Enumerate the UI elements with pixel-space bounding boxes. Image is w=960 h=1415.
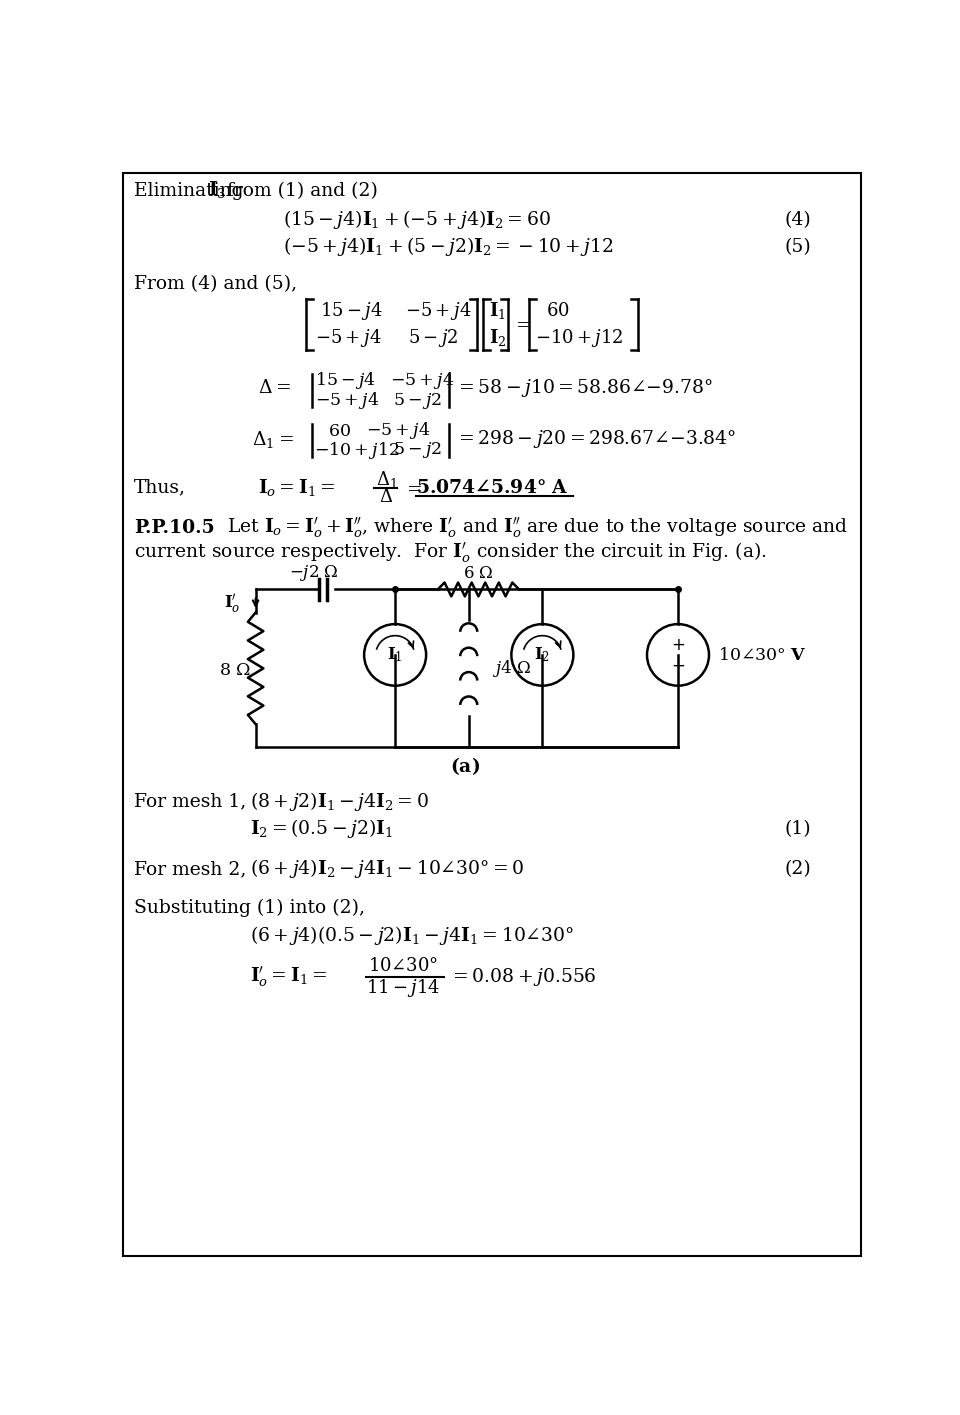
Text: Let $\mathbf{I}_o=\mathbf{I}_o'+\mathbf{I}_o''$, where $\mathbf{I}_o'$ and $\mat: Let $\mathbf{I}_o=\mathbf{I}_o'+\mathbf{… — [227, 515, 849, 541]
Text: Thus,: Thus, — [134, 478, 186, 497]
Text: $11-j14$: $11-j14$ — [366, 978, 440, 999]
Text: $5-j2$: $5-j2$ — [393, 440, 442, 460]
Text: $(8+j2)\mathbf{I}_1-j4\mathbf{I}_2=0$: $(8+j2)\mathbf{I}_1-j4\mathbf{I}_2=0$ — [251, 790, 429, 812]
Text: $(15-j4)\mathbf{I}_1+(-5+j4)\mathbf{I}_2=60$: $(15-j4)\mathbf{I}_1+(-5+j4)\mathbf{I}_2… — [283, 208, 550, 231]
Text: $\mathbf{I}_1$: $\mathbf{I}_1$ — [489, 300, 506, 321]
Text: $+$: $+$ — [671, 637, 685, 654]
Text: $60$: $60$ — [327, 422, 350, 440]
Text: (1): (1) — [785, 819, 811, 838]
Text: $10\angle30°$: $10\angle30°$ — [368, 957, 438, 975]
Text: $\Delta =$: $\Delta =$ — [258, 378, 291, 398]
Text: P.P.10.5: P.P.10.5 — [134, 519, 215, 536]
Text: $\mathbf{I}_2=(0.5-j2)\mathbf{I}_1$: $\mathbf{I}_2=(0.5-j2)\mathbf{I}_1$ — [251, 818, 394, 841]
Text: $\mathbf{I}_2$: $\mathbf{I}_2$ — [535, 645, 550, 664]
Text: Eliminating: Eliminating — [134, 183, 250, 201]
Text: $=$: $=$ — [512, 314, 532, 334]
Text: $\Delta_1$: $\Delta_1$ — [375, 468, 397, 490]
Text: $15-j4$: $15-j4$ — [315, 371, 376, 392]
Text: $60$: $60$ — [546, 301, 569, 320]
Text: $-$: $-$ — [671, 657, 685, 674]
Text: $10\angle30°\mathbf{\ V}$: $10\angle30°\mathbf{\ V}$ — [718, 645, 807, 664]
Text: From (4) and (5),: From (4) and (5), — [134, 275, 297, 293]
Text: $8\ \Omega$: $8\ \Omega$ — [219, 661, 251, 679]
Text: $\mathbf{I}_o'=\mathbf{I}_1=$: $\mathbf{I}_o'=\mathbf{I}_1=$ — [251, 965, 327, 989]
Text: (2): (2) — [785, 860, 812, 877]
Text: $=0.08+j0.556$: $=0.08+j0.556$ — [449, 966, 597, 988]
Text: $=$: $=$ — [403, 478, 422, 497]
Text: $-j2\ \Omega$: $-j2\ \Omega$ — [289, 563, 339, 583]
Text: $\mathbf{I}_2$: $\mathbf{I}_2$ — [489, 327, 506, 348]
Text: $\mathbf{I}_1$: $\mathbf{I}_1$ — [387, 645, 403, 664]
Text: For mesh 2,: For mesh 2, — [134, 860, 247, 877]
Text: $\mathbf{I}_o'$: $\mathbf{I}_o'$ — [224, 591, 241, 614]
Text: $-5+j4$: $-5+j4$ — [315, 327, 382, 348]
Text: $\mathbf{(a)}$: $\mathbf{(a)}$ — [450, 756, 480, 777]
Text: $5-j2$: $5-j2$ — [408, 327, 459, 348]
Text: $=298-j20=298.67\angle{-3.84°}$: $=298-j20=298.67\angle{-3.84°}$ — [455, 429, 735, 450]
Text: $-10+j12$: $-10+j12$ — [535, 327, 623, 348]
Text: (4): (4) — [785, 211, 812, 229]
Text: $\mathbf{I}_3$: $\mathbf{I}_3$ — [207, 178, 226, 200]
Text: $15-j4$: $15-j4$ — [320, 300, 383, 321]
Text: $\Delta_1 =$: $\Delta_1 =$ — [252, 429, 294, 450]
Text: For mesh 1,: For mesh 1, — [134, 792, 246, 811]
Text: $-5+j4$: $-5+j4$ — [367, 420, 431, 441]
Text: $(6+j4)(0.5-j2)\mathbf{I}_1-j4\mathbf{I}_1=10\angle30°$: $(6+j4)(0.5-j2)\mathbf{I}_1-j4\mathbf{I}… — [251, 924, 574, 948]
Text: from (1) and (2): from (1) and (2) — [221, 183, 377, 201]
Text: Substituting (1) into (2),: Substituting (1) into (2), — [134, 899, 365, 917]
Text: $\mathbf{I}_o=\mathbf{I}_1=$: $\mathbf{I}_o=\mathbf{I}_1=$ — [258, 477, 335, 498]
Text: $-5+j4$: $-5+j4$ — [405, 300, 471, 321]
Text: current source respectively.  For $\mathbf{I}_o'$ consider the circuit in Fig. (: current source respectively. For $\mathb… — [134, 541, 767, 565]
Text: $6\ \Omega$: $6\ \Omega$ — [463, 565, 493, 583]
Text: (5): (5) — [785, 238, 812, 256]
Text: $(-5+j4)\mathbf{I}_1+(5-j2)\mathbf{I}_2=-10+j12$: $(-5+j4)\mathbf{I}_1+(5-j2)\mathbf{I}_2=… — [283, 235, 613, 259]
Text: $=58-j10=58.86\angle{-9.78°}$: $=58-j10=58.86\angle{-9.78°}$ — [455, 376, 712, 399]
Text: $(6+j4)\mathbf{I}_2-j4\mathbf{I}_1-10\angle30°=0$: $(6+j4)\mathbf{I}_2-j4\mathbf{I}_1-10\an… — [251, 857, 525, 880]
Text: $\mathbf{5.074\angle5.94°\ A}$: $\mathbf{5.074\angle5.94°\ A}$ — [416, 478, 568, 497]
Text: $5-j2$: $5-j2$ — [393, 391, 442, 410]
Text: $j4\ \Omega$: $j4\ \Omega$ — [492, 658, 531, 679]
Text: $-5+j4$: $-5+j4$ — [390, 371, 454, 392]
Text: $-5+j4$: $-5+j4$ — [315, 391, 379, 412]
Text: $\Delta$: $\Delta$ — [379, 488, 393, 507]
Text: $-10+j12$: $-10+j12$ — [314, 440, 399, 460]
